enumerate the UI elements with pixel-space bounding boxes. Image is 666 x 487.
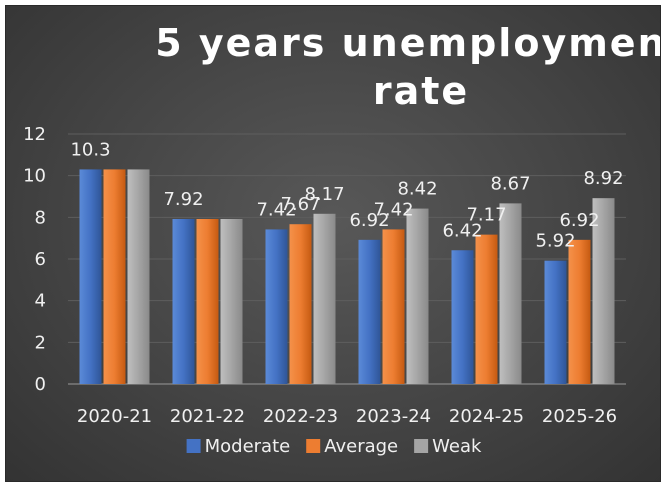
data-label: 7.42 (256, 199, 296, 220)
x-tick-label: 2022-23 (263, 406, 338, 427)
data-label: 8.67 (490, 173, 530, 194)
x-tick-label: 2021-22 (170, 406, 245, 427)
bar-weak-2022-23 (313, 213, 336, 384)
gridlines (68, 133, 626, 385)
data-labels: 10.37.92 7.427.678.176.927.428.426.427.17… (70, 139, 623, 251)
chart-area: 5 years unemployment rate 0 2 4 6 8 10 12 10.3… (5, 5, 661, 482)
data-label: 7.67 (280, 194, 320, 215)
legend: Moderate Average Weak (186, 436, 482, 457)
x-tick-label: 2023-24 (356, 406, 431, 427)
bar-weak-2025-26 (592, 198, 615, 384)
x-tick-label: 2024-25 (449, 406, 524, 427)
bar-weak-2023-24 (406, 208, 429, 384)
bar-weak-2020-21 (127, 169, 150, 384)
legend-label-weak: Weak (432, 436, 482, 457)
chart-title-line-2: rate (373, 69, 469, 113)
y-axis-ticks: 0 2 4 6 8 10 12 (23, 124, 46, 395)
legend-label-moderate: Moderate (205, 436, 291, 457)
bar-moderate-2022-23 (265, 229, 288, 384)
bar-moderate-2024-25 (451, 250, 474, 384)
legend-swatch-moderate (186, 439, 201, 453)
bar-weak-2021-22 (220, 219, 243, 384)
data-label: 6.42 (442, 220, 482, 241)
bar-weak-2024-25 (499, 203, 522, 384)
chart-title-line-1: 5 years unemployment (155, 21, 661, 65)
bar-average-2022-23 (289, 224, 312, 384)
x-tick-label: 2025-26 (542, 406, 617, 427)
data-label: 8.42 (397, 179, 437, 200)
data-label: 8.17 (304, 184, 344, 205)
bar-average-2020-21 (103, 169, 126, 384)
bar-average-2023-24 (382, 229, 405, 384)
x-tick-label: 2020-21 (77, 406, 152, 427)
data-label: 7.92 (163, 189, 203, 210)
data-label: 8.92 (583, 168, 623, 189)
y-tick-label: 8 (35, 207, 46, 228)
data-label: 5.92 (535, 231, 575, 252)
bar-moderate-2020-21 (79, 169, 102, 384)
data-label: 10.3 (70, 139, 110, 160)
legend-label-average: Average (324, 436, 398, 457)
y-tick-label: 2 (35, 332, 46, 353)
bar-moderate-2023-24 (358, 239, 381, 384)
bar-moderate-2021-22 (172, 219, 195, 384)
bar-moderate-2025-26 (544, 260, 567, 384)
data-label: 6.92 (349, 210, 389, 231)
bar-average-2021-22 (196, 219, 219, 384)
data-label: 7.42 (373, 199, 413, 220)
x-axis-ticks: 2020-21 2021-22 2022-23 2023-24 2024-25 2025-… (77, 406, 617, 427)
bar-average-2025-26 (568, 239, 591, 384)
bar-average-2024-25 (475, 234, 498, 384)
y-tick-label: 12 (23, 124, 46, 145)
y-tick-label: 10 (23, 166, 46, 187)
legend-swatch-average (306, 439, 321, 453)
bars (79, 169, 615, 384)
data-label: 7.17 (466, 205, 506, 226)
chart-svg: 5 years unemployment rate 0 2 4 6 8 10 12 10.3… (23, 21, 661, 457)
y-tick-label: 4 (35, 291, 46, 312)
legend-swatch-weak (414, 439, 429, 453)
y-tick-label: 6 (35, 249, 46, 270)
y-tick-label: 0 (35, 374, 46, 395)
data-label: 6.92 (559, 210, 599, 231)
